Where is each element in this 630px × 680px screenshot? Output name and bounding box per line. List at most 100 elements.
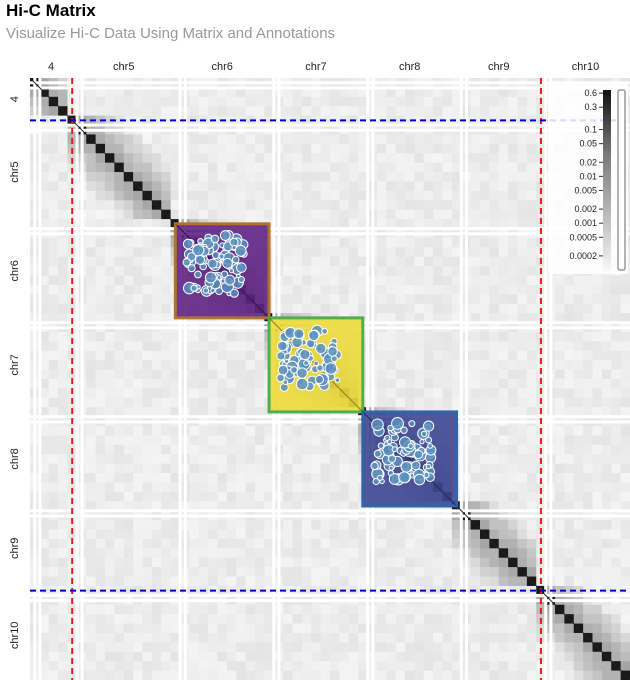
matrix-cell — [58, 482, 68, 493]
matrix-cell — [526, 661, 537, 671]
matrix-cell — [264, 134, 275, 145]
matrix-cell — [330, 520, 340, 530]
matrix-cell — [283, 426, 293, 436]
matrix-cell — [292, 567, 303, 577]
matrix-cell — [170, 388, 181, 399]
matrix-cell — [161, 482, 171, 493]
matrix-cell — [573, 557, 584, 568]
matrix-cell — [86, 538, 96, 549]
matrix-cell — [442, 341, 453, 352]
matrix-cell — [142, 632, 153, 643]
matrix-cell — [498, 501, 509, 511]
matrix-cell — [292, 219, 303, 229]
matrix-cell — [264, 520, 275, 530]
matrix-cell — [555, 407, 565, 417]
matrix-cell — [414, 379, 425, 389]
matrix-cell — [86, 557, 96, 568]
matrix-cell — [189, 96, 200, 107]
matrix-cell — [573, 303, 584, 314]
matrix-cell — [142, 219, 153, 229]
matrix-cell — [508, 360, 518, 370]
matrix-cell — [114, 576, 125, 587]
gap-stripe — [465, 78, 468, 680]
matrix-cell — [508, 134, 518, 145]
matrix-cell — [451, 623, 462, 634]
matrix-cell — [208, 454, 218, 464]
matrix-cell — [142, 661, 153, 671]
matrix-cell — [489, 473, 500, 483]
matrix-cell — [348, 604, 359, 615]
matrix-cell — [611, 632, 621, 643]
matrix-cell — [386, 162, 396, 173]
annotation-point — [228, 268, 235, 274]
matrix-cell — [292, 632, 303, 643]
matrix-cell — [95, 284, 106, 295]
matrix-cell — [433, 369, 443, 380]
matrix-cell — [583, 350, 593, 361]
matrix-cell — [170, 651, 181, 662]
annotation-point — [419, 439, 425, 445]
matrix-cell — [470, 407, 481, 417]
matrix-cell — [517, 426, 528, 436]
matrix-cell — [114, 501, 125, 511]
matrix-cell — [573, 284, 584, 295]
matrix-cell — [39, 341, 50, 352]
matrix-cell — [320, 275, 331, 286]
matrix-cell — [442, 632, 453, 643]
matrix-cell — [414, 360, 425, 370]
matrix-cell — [161, 642, 171, 653]
matrix-cell — [555, 567, 565, 577]
matrix-cell — [255, 181, 265, 192]
matrix-cell — [208, 153, 218, 163]
matrix-cell — [58, 219, 68, 229]
matrix-cell — [236, 623, 246, 634]
matrix-cell — [451, 313, 462, 323]
matrix-cell — [301, 143, 312, 154]
matrix-cell — [283, 247, 293, 258]
matrix-cell — [142, 331, 153, 342]
matrix-cell — [583, 585, 593, 596]
annotation-point — [388, 465, 394, 471]
matrix-cell — [451, 237, 462, 248]
matrix-cell — [236, 369, 246, 380]
matrix-cell — [198, 379, 209, 389]
matrix-cell — [217, 576, 228, 587]
matrix-cell — [442, 96, 453, 107]
matrix-cell — [592, 294, 603, 305]
matrix-cell — [620, 623, 630, 634]
matrix-cell — [123, 153, 134, 163]
matrix-cell — [348, 454, 359, 464]
matrix-cell — [133, 237, 143, 248]
matrix-cell — [245, 190, 256, 201]
annotation-point — [315, 342, 327, 355]
matrix-cell — [283, 501, 293, 511]
gap-stripe — [183, 78, 187, 680]
colorbar-slider[interactable] — [617, 89, 626, 271]
matrix-cell — [405, 632, 415, 643]
matrix-cell — [517, 435, 528, 446]
matrix-cell — [236, 538, 246, 549]
matrix-cell — [67, 162, 78, 173]
matrix-cell — [95, 407, 106, 417]
matrix-cell — [283, 604, 293, 615]
matrix-cell — [414, 341, 425, 352]
matrix-cell — [86, 106, 96, 116]
matrix-cell — [142, 426, 153, 436]
annotation-point — [210, 234, 220, 244]
matrix-cell — [451, 397, 462, 408]
matrix-cell — [264, 557, 275, 568]
matrix-cell — [161, 162, 171, 173]
matrix-cell — [489, 463, 500, 474]
matrix-cell — [470, 87, 481, 98]
annotation-point — [391, 446, 398, 453]
matrix-cell — [133, 661, 143, 671]
matrix-cell — [564, 538, 575, 549]
matrix-cell — [301, 548, 312, 559]
matrix-cell — [292, 538, 303, 549]
matrix-cell — [555, 369, 565, 380]
matrix-cell — [414, 247, 425, 258]
matrix-cell — [283, 482, 293, 493]
matrix-cell — [620, 463, 630, 474]
matrix-cell — [86, 661, 96, 671]
matrix-cell — [526, 463, 537, 474]
